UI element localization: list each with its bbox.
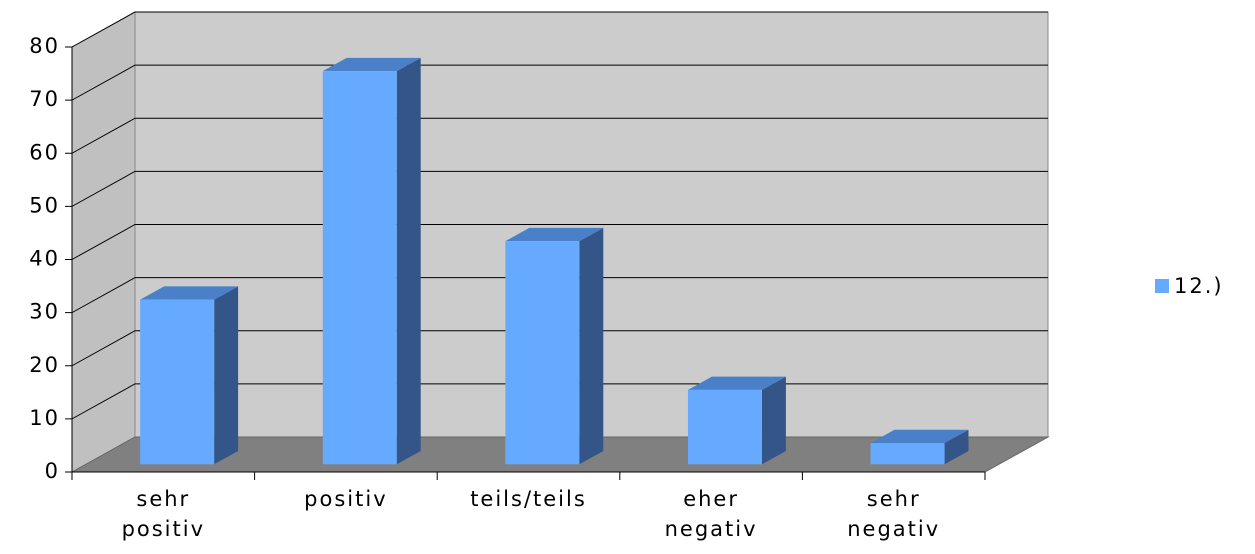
legend-label: 12.) — [1174, 274, 1224, 298]
bar-top — [687, 376, 786, 390]
y-tick-label: 60 — [29, 140, 60, 164]
bar-top — [870, 429, 969, 444]
bar-top — [140, 286, 239, 300]
y-tick-label: 10 — [29, 406, 60, 430]
y-tick-label: 50 — [29, 193, 60, 217]
grid-line — [71, 117, 1048, 154]
bar-side — [761, 376, 786, 465]
y-tick-label: 40 — [29, 247, 60, 271]
x-tick-label: sehr positiv — [122, 487, 205, 541]
grid-line — [71, 64, 1048, 101]
grid-line — [71, 330, 1048, 367]
x-tick-label: teils/teils — [470, 487, 587, 511]
y-tick-label: 70 — [29, 87, 60, 111]
bar — [870, 443, 945, 465]
legend-swatch — [1155, 279, 1169, 293]
bar-side — [579, 227, 604, 465]
bar — [140, 299, 215, 465]
x-tick-label: eher negativ — [665, 487, 758, 541]
bar — [322, 71, 397, 465]
y-tick-label: 80 — [29, 34, 60, 58]
x-tick-label: positiv — [304, 487, 387, 511]
grid-line — [71, 11, 1048, 48]
bar-side — [944, 429, 969, 465]
bar-top — [322, 57, 421, 72]
bar-side — [396, 57, 421, 465]
x-tick-label: sehr negativ — [847, 487, 940, 541]
bar-side — [214, 286, 239, 465]
y-tick-label: 20 — [29, 353, 60, 377]
bar — [505, 241, 580, 465]
y-tick-label: 0 — [45, 459, 60, 483]
grid-line — [71, 277, 1048, 314]
grid-line — [71, 170, 1048, 207]
bar — [687, 389, 762, 465]
bar-top — [505, 227, 604, 242]
grid-line — [71, 224, 1048, 260]
y-tick-label: 30 — [29, 300, 60, 324]
